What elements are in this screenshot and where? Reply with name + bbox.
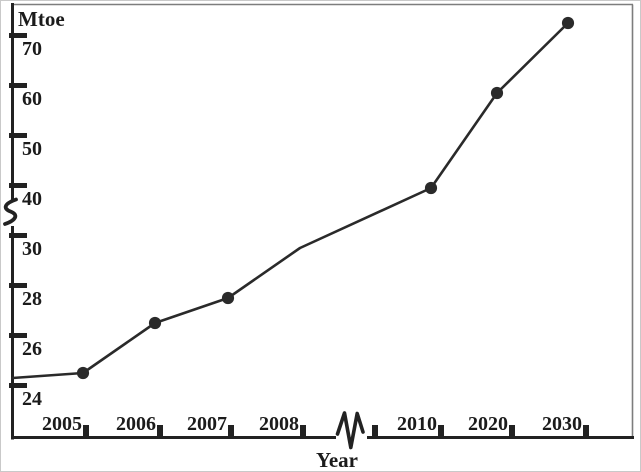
data-point-2007 [221,291,235,305]
y-tick-label: 28 [22,288,42,310]
x-tick [583,425,589,438]
y-tick [9,183,27,188]
x-tick-label: 2006 [116,413,156,435]
x-tick [83,425,89,438]
y-tick-label: 50 [22,138,42,160]
plot-frame [11,3,634,440]
y-tick [9,383,27,388]
x-tick [509,425,515,438]
data-point-2006 [148,316,162,330]
y-tick [9,33,27,38]
x-tick-label: 2005 [42,413,82,435]
data-point-2010 [424,181,438,195]
y-tick [9,283,27,288]
y-axis: 24 26 28 30 40 50 60 70 [3,33,42,410]
x-axis-break-squiggle-icon [335,411,365,450]
y-tick-label: 26 [22,338,42,360]
x-tick [157,425,163,438]
x-tick-label: 2010 [397,413,437,435]
x-axis: 2005 2006 2007 2008 2010 2020 2030 [42,411,589,450]
x-tick [438,425,444,438]
series [11,16,575,380]
y-tick-label: 60 [22,88,42,110]
data-point-2020 [490,86,504,100]
data-point-2005 [76,366,90,380]
x-tick-label: 2007 [187,413,227,435]
y-tick-label: 40 [22,188,42,210]
x-tick-label: 2008 [259,413,299,435]
x-axis-title: Year [316,448,358,472]
y-tick-label: 70 [22,38,42,60]
y-tick [9,333,27,338]
x-tick-label: 2020 [468,413,508,435]
x-tick [228,425,234,438]
y-tick [9,233,27,238]
y-tick-label: 24 [22,388,42,410]
data-point-2030 [561,16,575,30]
x-tick [300,425,306,438]
y-axis-break-squiggle-icon [3,197,18,226]
x-tick-label: 2030 [542,413,582,435]
y-tick [9,133,27,138]
y-tick-label: 30 [22,238,42,260]
x-minor-tick-after-break [372,425,378,438]
y-axis-title: Mtoe [18,7,65,31]
y-tick [9,83,27,88]
series-line-energy-consumption-mtoe [11,21,570,380]
